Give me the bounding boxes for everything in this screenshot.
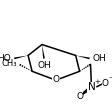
Polygon shape [14, 55, 28, 59]
Text: OH: OH [93, 54, 106, 63]
Text: ⁻: ⁻ [108, 75, 112, 85]
Text: +: + [95, 79, 100, 85]
Text: HO: HO [0, 54, 11, 63]
Polygon shape [76, 55, 90, 59]
Text: OH: OH [37, 61, 51, 70]
Text: O: O [52, 75, 59, 84]
Text: O: O [76, 92, 83, 101]
Polygon shape [42, 45, 45, 59]
Text: N: N [88, 82, 95, 92]
Text: CH₃: CH₃ [1, 59, 17, 68]
Text: O: O [102, 79, 109, 88]
